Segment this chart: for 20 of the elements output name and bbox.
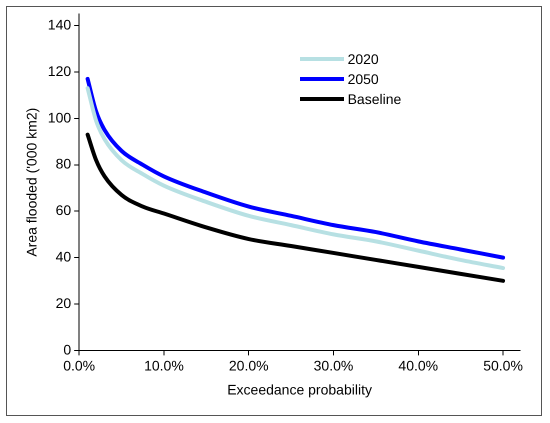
- y-tick-label: 140: [48, 16, 72, 32]
- y-tick-label: 0: [63, 341, 72, 358]
- x-tick-label: 30.0%: [314, 358, 354, 374]
- y-axis-title: Area flooded ('000 km2): [23, 108, 40, 257]
- y-tick-label: 60: [56, 202, 72, 218]
- y-tick-label: 100: [48, 109, 72, 126]
- x-tick-label: 10.0%: [144, 358, 184, 374]
- y-tick-label: 120: [48, 62, 72, 79]
- x-tick-label: 50.0%: [483, 358, 523, 374]
- x-tick-label: 40.0%: [398, 358, 438, 374]
- line-series: [86, 132, 506, 283]
- legend-label: 2050: [348, 71, 379, 87]
- y-tick-label: 40: [56, 248, 72, 264]
- y-tick-label: 20: [56, 294, 72, 311]
- x-axis-title: Exceedance probability: [227, 381, 372, 398]
- x-tick-label: 20.0%: [228, 358, 269, 374]
- x-tick-label: 0.0%: [63, 358, 96, 374]
- legend-label: Baseline: [348, 91, 402, 107]
- legend-label: 2020: [348, 51, 379, 67]
- y-tick-label: 80: [56, 156, 72, 172]
